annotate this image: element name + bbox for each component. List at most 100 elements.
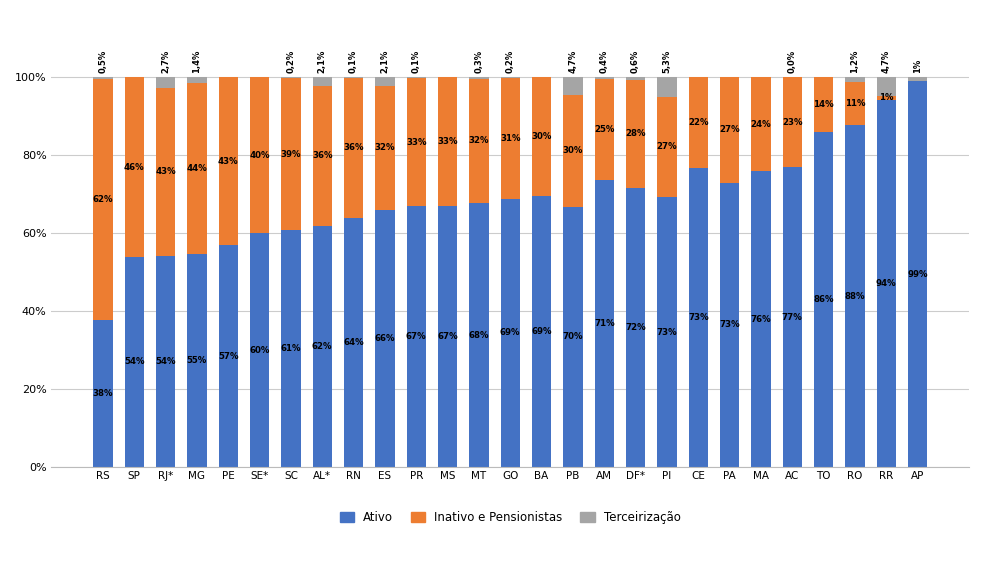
Bar: [532, 196, 551, 467]
Text: 0,6%: 0,6%: [631, 50, 640, 73]
Bar: [281, 77, 301, 78]
Text: 5,3%: 5,3%: [662, 50, 671, 73]
Bar: [438, 77, 458, 206]
Bar: [782, 167, 802, 467]
Text: 0,4%: 0,4%: [599, 50, 609, 73]
Text: 73%: 73%: [656, 328, 677, 337]
Bar: [782, 77, 802, 167]
Text: 38%: 38%: [92, 389, 113, 398]
Bar: [187, 77, 207, 83]
Text: 30%: 30%: [531, 132, 552, 141]
Text: 22%: 22%: [688, 118, 708, 127]
Text: 0,0%: 0,0%: [788, 50, 797, 73]
Bar: [187, 254, 207, 467]
Text: 4,7%: 4,7%: [569, 50, 578, 73]
Bar: [657, 97, 677, 197]
Bar: [626, 80, 646, 188]
Text: 88%: 88%: [844, 292, 865, 301]
Text: 11%: 11%: [844, 99, 865, 108]
Bar: [751, 171, 770, 467]
Bar: [814, 77, 833, 132]
Text: 76%: 76%: [751, 315, 771, 324]
Text: 43%: 43%: [155, 168, 176, 177]
Bar: [313, 226, 332, 467]
Text: 62%: 62%: [92, 195, 113, 204]
Bar: [501, 77, 520, 78]
Text: 46%: 46%: [124, 162, 145, 171]
Text: 40%: 40%: [249, 151, 270, 160]
Bar: [563, 77, 583, 95]
Bar: [501, 78, 520, 199]
Bar: [594, 180, 614, 467]
Text: 27%: 27%: [656, 143, 677, 152]
Bar: [594, 77, 614, 79]
Bar: [281, 78, 301, 230]
Bar: [720, 183, 739, 467]
Text: 31%: 31%: [500, 134, 521, 143]
Bar: [250, 77, 270, 233]
Bar: [155, 77, 175, 88]
Bar: [125, 257, 144, 467]
Text: 0,3%: 0,3%: [474, 50, 483, 73]
Bar: [187, 83, 207, 254]
Text: 2,1%: 2,1%: [318, 50, 327, 73]
Bar: [563, 206, 583, 467]
Bar: [689, 168, 707, 467]
Text: 0,2%: 0,2%: [506, 50, 515, 73]
Bar: [406, 206, 426, 467]
Text: 1%: 1%: [879, 93, 893, 102]
Text: 2,1%: 2,1%: [381, 50, 390, 73]
Bar: [438, 206, 458, 467]
Bar: [626, 77, 646, 80]
Bar: [313, 86, 332, 226]
Bar: [594, 79, 614, 180]
Text: 32%: 32%: [375, 143, 396, 152]
Bar: [469, 203, 489, 467]
Text: 73%: 73%: [719, 320, 740, 329]
Bar: [343, 218, 363, 467]
Bar: [375, 86, 395, 210]
Text: 33%: 33%: [406, 138, 426, 147]
Text: 67%: 67%: [437, 332, 458, 341]
Text: 55%: 55%: [187, 356, 207, 365]
Text: 36%: 36%: [312, 151, 333, 160]
Bar: [93, 320, 112, 467]
Text: 28%: 28%: [625, 130, 646, 138]
Text: 57%: 57%: [218, 351, 238, 360]
Bar: [845, 77, 865, 82]
Bar: [877, 96, 896, 100]
Text: 24%: 24%: [751, 120, 771, 129]
Bar: [657, 197, 677, 467]
Bar: [720, 77, 739, 183]
Text: 77%: 77%: [782, 312, 803, 321]
Text: 68%: 68%: [468, 331, 489, 340]
Text: 43%: 43%: [217, 157, 238, 166]
Bar: [814, 132, 833, 467]
Bar: [406, 78, 426, 206]
Text: 67%: 67%: [406, 332, 426, 341]
Text: 99%: 99%: [907, 270, 928, 279]
Bar: [751, 77, 770, 171]
Text: 72%: 72%: [625, 323, 646, 332]
Bar: [532, 77, 551, 196]
Bar: [218, 245, 238, 467]
Bar: [155, 88, 175, 256]
Text: 32%: 32%: [468, 136, 489, 145]
Bar: [469, 77, 489, 78]
Text: 60%: 60%: [249, 346, 270, 355]
Text: 0,1%: 0,1%: [349, 50, 358, 73]
Bar: [657, 77, 677, 97]
Text: 4,7%: 4,7%: [882, 50, 891, 73]
Text: 69%: 69%: [500, 328, 521, 337]
Text: 36%: 36%: [343, 143, 364, 152]
Bar: [93, 77, 112, 80]
Text: 39%: 39%: [280, 149, 301, 158]
Text: 54%: 54%: [124, 358, 145, 367]
Bar: [343, 78, 363, 218]
Bar: [375, 210, 395, 467]
Text: 27%: 27%: [719, 126, 740, 134]
Text: 30%: 30%: [563, 146, 584, 155]
Bar: [845, 125, 865, 467]
Legend: Ativo, Inativo e Pensionistas, Terceirização: Ativo, Inativo e Pensionistas, Terceiriz…: [335, 506, 686, 529]
Text: 70%: 70%: [563, 332, 584, 341]
